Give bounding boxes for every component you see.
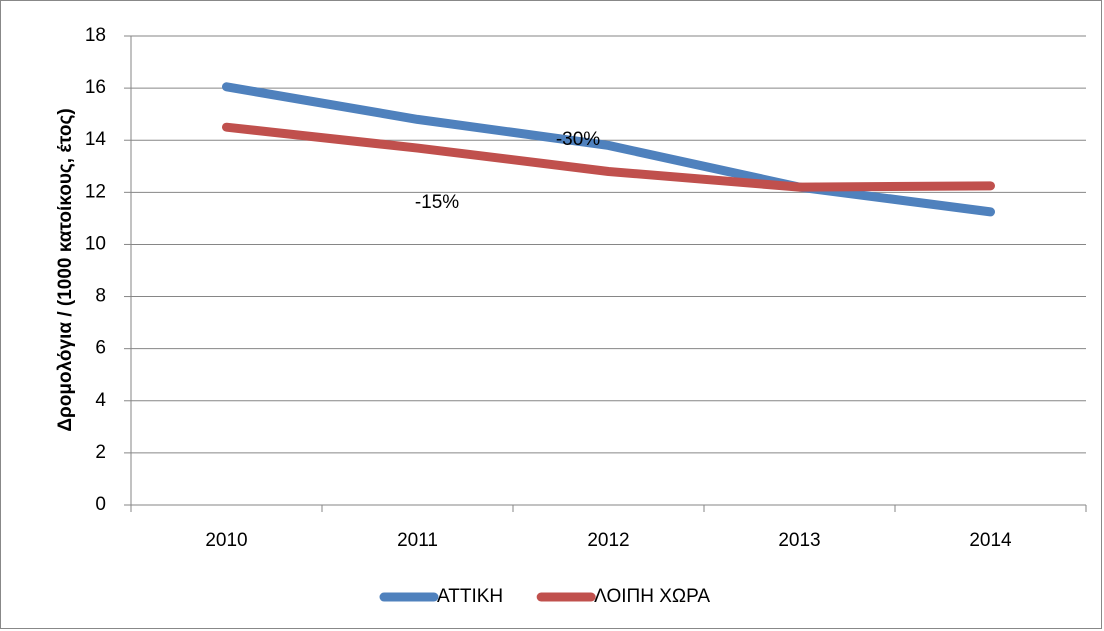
series-line xyxy=(222,122,995,192)
y-tick-label: 4 xyxy=(95,390,106,411)
annotation: -30% xyxy=(556,129,600,150)
x-tick-label: 2013 xyxy=(778,530,820,551)
y-tick-label: 12 xyxy=(85,181,106,202)
y-tick-label: 6 xyxy=(95,338,106,359)
y-tick-label: 14 xyxy=(85,129,107,150)
legend-label: ΑΤΤΙΚΗ xyxy=(437,586,503,607)
y-tick-label: 10 xyxy=(85,233,106,254)
y-tick-label: 0 xyxy=(95,494,106,515)
series-line xyxy=(222,82,995,217)
legend-label: ΛΟΙΠΗ ΧΩΡΑ xyxy=(594,586,710,607)
x-tick-label: 2014 xyxy=(969,530,1012,551)
y-tick-label: 8 xyxy=(95,286,106,307)
x-tick-label: 2010 xyxy=(205,530,247,551)
y-axis-label: Δρομολόγια / (1000 κατοίκους, έτος) xyxy=(55,108,76,431)
y-tick-label: 2 xyxy=(95,442,106,463)
x-tick-label: 2011 xyxy=(397,530,438,551)
annotation: -15% xyxy=(415,192,459,213)
y-tick-label: 16 xyxy=(85,77,106,98)
y-tick-label: 18 xyxy=(85,25,106,46)
x-tick-label: 2012 xyxy=(587,530,629,551)
